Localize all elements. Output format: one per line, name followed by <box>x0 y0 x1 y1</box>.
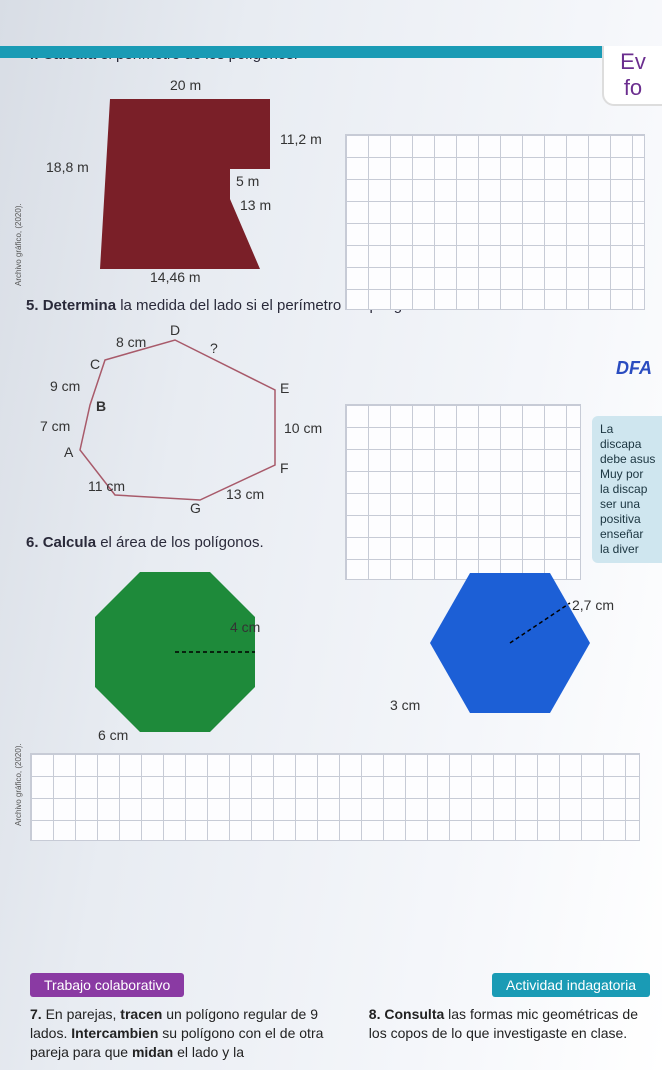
note-l1: debe asus <box>600 452 658 467</box>
q5-side-AG: 11 cm <box>88 478 125 494</box>
note-l0: La discapa <box>600 422 658 452</box>
q4-label-bottom: 14,46 m <box>150 269 201 285</box>
hexagon-svg <box>420 563 600 733</box>
q5-answer-grid <box>345 404 581 580</box>
credit-2: Archivo gráfico, (2020). <box>14 743 23 826</box>
octagon-apothem: 4 cm <box>230 619 260 635</box>
q4-answer-grid <box>345 134 645 310</box>
q5-vG: G <box>190 500 201 516</box>
q6-verb: Calcula <box>43 534 96 551</box>
q6-answer-grid <box>30 753 640 841</box>
q5-side-BC: 9 cm <box>50 378 80 394</box>
q5-vC: C <box>90 356 100 372</box>
q4-label-right-upper: 11,2 m <box>280 131 322 147</box>
q4-label-top: 20 m <box>170 77 201 93</box>
hexagon-apothem: 2,7 cm <box>572 597 614 613</box>
q5-side-GF: 13 cm <box>226 486 264 502</box>
note-l5: positiva <box>600 512 658 527</box>
q7-text: En parejas, tracen un polígono regular d… <box>30 1006 323 1060</box>
q5-verb: Determina <box>43 297 116 314</box>
q6-rest: el área de los polígonos. <box>96 534 264 551</box>
question-7: 7. En parejas, tracen un polígono regula… <box>30 1005 341 1062</box>
q5-side-CD: 8 cm <box>116 334 146 350</box>
pill-actividad: Actividad indagatoria <box>492 973 650 997</box>
note-l3: la discap <box>600 482 658 497</box>
q5-vE: E <box>280 380 289 396</box>
q4-figure: 20 m 11,2 m 5 m 13 m 18,8 m 14,46 m <box>40 69 340 279</box>
q5-vB: B <box>96 398 106 414</box>
q4-label-notch-below: 13 m <box>240 197 271 213</box>
octagon-side: 6 cm <box>98 727 128 743</box>
corner-tab: Ev fo <box>602 46 662 106</box>
credit-1: Archivo gráfico, (2020). <box>14 203 23 286</box>
q8-number: 8. <box>369 1006 381 1022</box>
note-l7: la diver <box>600 542 658 557</box>
question-8: 8. Consulta las formas mic geométricas d… <box>369 1005 650 1062</box>
footer: Trabajo colaborativo Actividad indagator… <box>30 973 650 1062</box>
top-bar <box>0 46 662 58</box>
pill-trabajo: Trabajo colaborativo <box>30 973 184 997</box>
note-l4: ser una <box>600 497 658 512</box>
q5-figure: A B C D E F G 8 cm ? 9 cm 7 cm 10 cm 11 … <box>40 320 340 520</box>
note-l6: enseñar <box>600 527 658 542</box>
q5-vD: D <box>170 322 180 338</box>
hexagon-side: 3 cm <box>390 697 420 713</box>
q4-label-notch-h: 5 m <box>236 173 259 189</box>
q5-number: 5. <box>26 297 39 314</box>
dfa-badge: DFA <box>616 358 652 379</box>
q5-side-EF: 10 cm <box>284 420 322 436</box>
q5-vF: F <box>280 460 289 476</box>
corner-line2: fo <box>624 75 642 101</box>
q5-side-AB: 7 cm <box>40 418 70 434</box>
q5-side-DE: ? <box>210 340 218 356</box>
note-l2: Muy por <box>600 467 658 482</box>
q4-label-left: 18,8 m <box>46 159 89 175</box>
q6-figure: 4 cm 6 cm 2,7 cm 3 cm <box>60 557 662 747</box>
q6-number: 6. <box>26 534 39 551</box>
corner-line1: Ev <box>620 49 646 75</box>
octagon-svg <box>80 557 270 747</box>
q5-polygon <box>80 340 275 500</box>
q5-vA: A <box>64 444 73 460</box>
q7-number: 7. <box>30 1006 42 1022</box>
side-note: La discapa debe asus Muy por la discap s… <box>592 416 662 563</box>
